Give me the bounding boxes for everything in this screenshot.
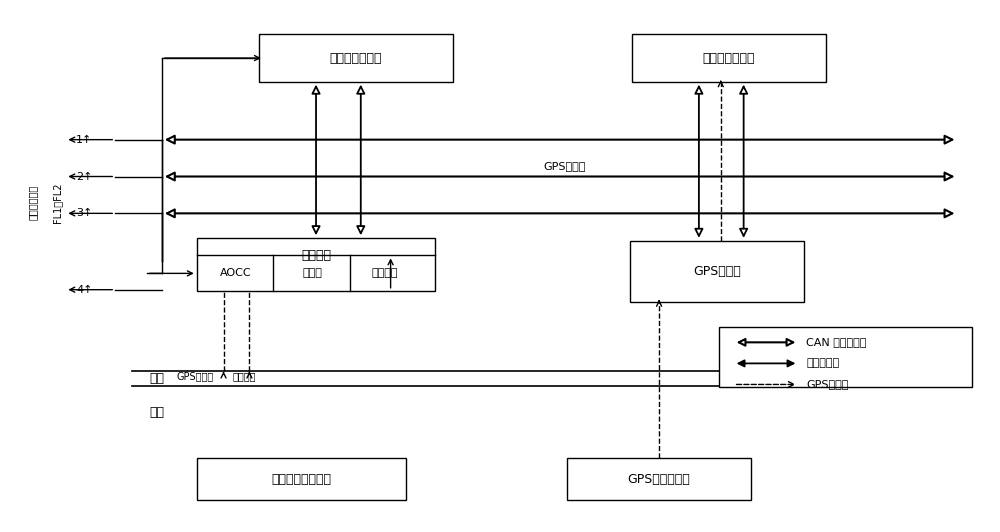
Bar [197,458,406,500]
Bar [719,327,972,387]
Bar [197,238,435,291]
Text: 星箭分离开关: 星箭分离开关 [28,185,38,220]
Text: AOCC: AOCC [220,268,251,278]
Text: 动力学仿真计算机: 动力学仿真计算机 [271,473,331,486]
Text: GPS动态仿真器: GPS动态仿真器 [628,473,690,486]
Text: GPS秒脉冲: GPS秒脉冲 [176,371,213,381]
Text: FL1和FL2: FL1和FL2 [52,182,62,223]
Text: 4↑: 4↑ [76,285,93,295]
Text: 2↑: 2↑ [76,171,93,181]
Text: 敏感器: 敏感器 [302,268,322,278]
Text: GPS秒脉冲: GPS秒脉冲 [543,161,586,171]
Text: GPS秒脉冲: GPS秒脉冲 [806,379,849,389]
Bar [630,241,804,302]
Bar [632,35,826,82]
Text: 其他星上分系统: 其他星上分系统 [702,52,755,64]
Text: 星务中心计算机: 星务中心计算机 [330,52,382,64]
Text: 1↑: 1↑ [76,135,93,145]
Text: 卫星: 卫星 [149,372,164,385]
Text: 3↑: 3↑ [76,209,93,218]
Bar [567,458,751,500]
Text: 执行机构: 执行机构 [371,268,398,278]
Text: CAN 总线信息流: CAN 总线信息流 [806,337,867,347]
Text: 串行数据流: 串行数据流 [806,359,839,368]
Bar [259,35,453,82]
Text: 地面: 地面 [149,406,164,419]
Text: 控制系统: 控制系统 [301,249,331,262]
Text: 星地串口: 星地串口 [233,371,256,381]
Text: GPS接收机: GPS接收机 [693,265,741,278]
